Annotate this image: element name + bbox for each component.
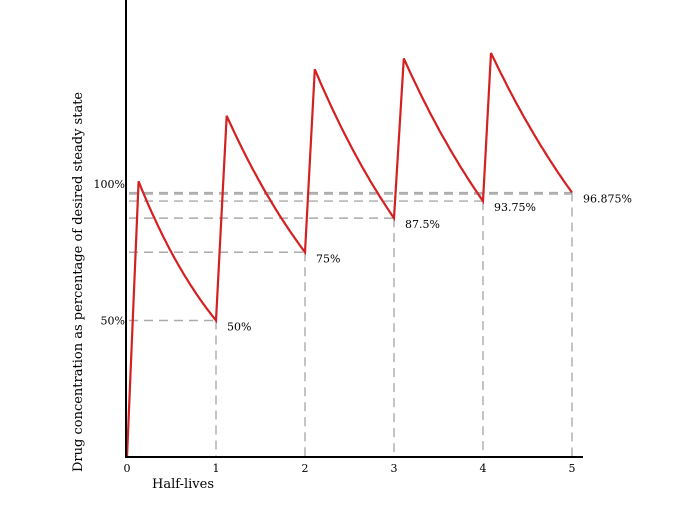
- value-annotations: 50% 75% 87.5% 93.75% 96.875%: [227, 193, 632, 334]
- x-tick-label: 4: [480, 462, 487, 475]
- x-tick-label: 1: [213, 462, 220, 475]
- curves: [125, 52, 573, 458]
- value-annotation: 96.875%: [583, 193, 632, 206]
- x-tick-labels: 0 1 2 3 4 5: [124, 462, 576, 475]
- value-annotation: 93.75%: [494, 201, 536, 214]
- x-tick-label: 3: [391, 462, 398, 475]
- value-annotation: 50%: [227, 321, 251, 334]
- reference-lines: [129, 191, 573, 457]
- value-annotation: 87.5%: [405, 218, 440, 231]
- y-tick-label: 100%: [94, 178, 125, 191]
- y-tick-labels: 50% 100%: [94, 178, 125, 328]
- x-tick-label: 2: [302, 462, 309, 475]
- y-axis-title: Drug concentration as percentage of desi…: [71, 92, 86, 472]
- axes: [125, 0, 583, 458]
- value-annotation: 75%: [316, 252, 340, 265]
- x-axis-title: Half-lives: [152, 477, 214, 492]
- y-tick-label: 50%: [101, 315, 125, 328]
- x-tick-label: 5: [569, 462, 576, 475]
- x-tick-label: 0: [124, 462, 131, 475]
- concentration-curve: [125, 52, 573, 458]
